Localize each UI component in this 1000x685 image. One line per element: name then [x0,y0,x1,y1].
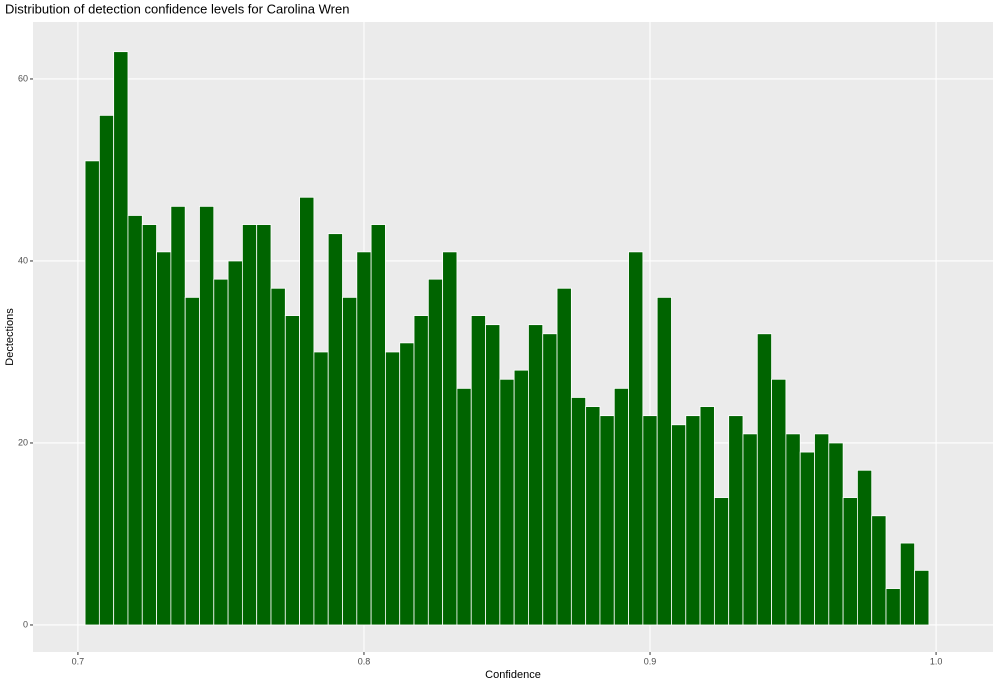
bar [585,406,601,626]
bar [828,442,844,626]
bar [742,433,758,626]
bar [199,205,215,626]
bar [427,278,444,626]
bar [556,287,572,626]
bar [313,351,329,626]
bar [914,569,930,626]
bar [284,315,301,626]
bar [599,415,615,626]
bar [613,387,629,626]
bar [470,315,486,626]
bar [756,333,772,626]
bar [256,224,272,626]
bar [713,497,730,626]
bar [513,369,529,626]
bar [542,333,558,626]
bar [899,542,916,626]
y-tick-label: 60 [18,73,28,83]
bar [799,451,815,626]
bar [299,196,315,626]
x-tick-label: 1.0 [930,656,943,666]
bar [528,324,544,626]
bar [857,469,873,626]
bar [728,415,744,626]
bar [141,224,157,626]
bar [184,296,200,626]
bar [399,342,415,626]
bar [785,433,801,626]
bar [98,114,115,626]
bar [356,251,372,626]
bar [84,160,100,626]
y-axis-label: Dectections [4,308,16,366]
bar [370,224,386,626]
bar [241,224,258,626]
bar [342,296,358,626]
bar [671,424,687,626]
bar [413,315,429,626]
bar [113,51,129,626]
x-tick-label: 0.9 [644,656,657,666]
bar [685,415,701,626]
bar [127,215,143,626]
bar [156,251,172,626]
bar [327,233,343,626]
bar [699,406,715,626]
bar [213,278,229,626]
chart-title: Distribution of detection confidence lev… [5,1,349,16]
bar [442,251,458,626]
bar [485,324,501,626]
bar [642,415,658,626]
bar [656,296,672,626]
bar [385,351,401,626]
bar [499,378,515,626]
bar [170,205,186,626]
y-tick-label: 20 [18,437,28,447]
bar [814,433,830,626]
y-tick-label: 0 [23,619,28,629]
x-axis-label: Confidence [485,669,541,681]
bar [456,387,472,626]
bar [871,515,887,626]
bar [885,588,901,626]
bar [570,397,587,626]
bar [771,378,787,626]
bar [227,260,243,626]
x-tick-label: 0.7 [72,656,85,666]
bar [270,287,286,626]
bar [628,251,644,626]
bar [842,497,858,626]
x-tick-label: 0.8 [358,656,371,666]
y-tick-label: 40 [18,255,28,265]
